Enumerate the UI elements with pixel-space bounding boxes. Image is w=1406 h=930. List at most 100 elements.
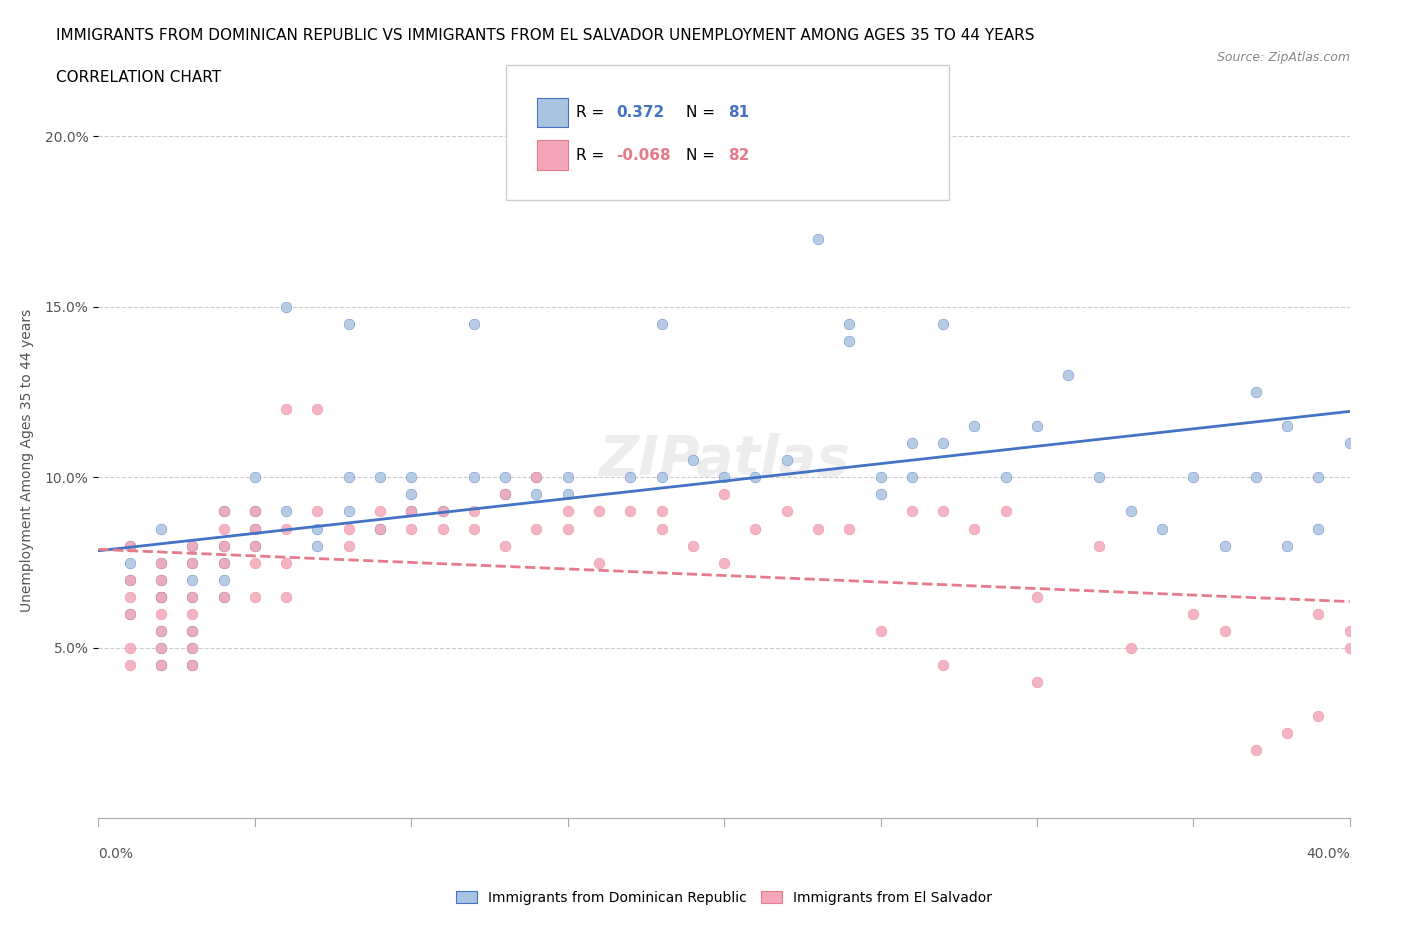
Point bbox=[181, 538, 204, 553]
Point bbox=[150, 623, 173, 638]
Point bbox=[932, 316, 955, 331]
Point bbox=[150, 641, 173, 656]
Point bbox=[212, 538, 235, 553]
Point bbox=[1244, 743, 1267, 758]
Point bbox=[150, 521, 173, 536]
Point bbox=[1152, 521, 1174, 536]
Point bbox=[432, 521, 454, 536]
Point bbox=[368, 470, 391, 485]
Point bbox=[1308, 470, 1330, 485]
Point bbox=[212, 555, 235, 570]
Point bbox=[1339, 623, 1361, 638]
Text: N =: N = bbox=[686, 105, 720, 120]
Point bbox=[494, 487, 516, 502]
Point bbox=[932, 504, 955, 519]
Point bbox=[181, 572, 204, 587]
Point bbox=[368, 521, 391, 536]
Point bbox=[432, 504, 454, 519]
Point bbox=[150, 623, 173, 638]
Point bbox=[401, 521, 423, 536]
Point bbox=[212, 521, 235, 536]
Y-axis label: Unemployment Among Ages 35 to 44 years: Unemployment Among Ages 35 to 44 years bbox=[20, 309, 34, 612]
Point bbox=[1119, 641, 1142, 656]
Point bbox=[150, 606, 173, 621]
Text: 81: 81 bbox=[728, 105, 749, 120]
Point bbox=[619, 470, 641, 485]
Text: CORRELATION CHART: CORRELATION CHART bbox=[56, 70, 221, 85]
Text: 0.372: 0.372 bbox=[616, 105, 664, 120]
Point bbox=[776, 453, 799, 468]
Point bbox=[776, 504, 799, 519]
Point bbox=[150, 572, 173, 587]
Point bbox=[212, 572, 235, 587]
Point bbox=[807, 232, 830, 246]
Point bbox=[212, 555, 235, 570]
Text: R =: R = bbox=[576, 148, 610, 163]
Point bbox=[432, 504, 454, 519]
Point bbox=[181, 606, 204, 621]
Point bbox=[243, 590, 266, 604]
Point bbox=[1213, 623, 1236, 638]
Point bbox=[307, 521, 329, 536]
Point bbox=[650, 470, 672, 485]
Point bbox=[744, 470, 766, 485]
Point bbox=[118, 538, 141, 553]
Point bbox=[807, 521, 830, 536]
Point bbox=[181, 623, 204, 638]
Point bbox=[588, 555, 610, 570]
Point bbox=[463, 470, 485, 485]
Point bbox=[181, 641, 204, 656]
Point bbox=[713, 470, 735, 485]
Point bbox=[619, 504, 641, 519]
Point bbox=[243, 504, 266, 519]
Point bbox=[212, 590, 235, 604]
Point bbox=[1308, 709, 1330, 724]
Point bbox=[494, 470, 516, 485]
Text: N =: N = bbox=[686, 148, 720, 163]
Point bbox=[869, 623, 891, 638]
Point bbox=[118, 572, 141, 587]
Point bbox=[118, 606, 141, 621]
Point bbox=[181, 623, 204, 638]
Point bbox=[900, 436, 922, 451]
Point bbox=[526, 521, 548, 536]
Point bbox=[1339, 436, 1361, 451]
Text: Source: ZipAtlas.com: Source: ZipAtlas.com bbox=[1216, 51, 1350, 64]
Point bbox=[401, 470, 423, 485]
Point bbox=[401, 504, 423, 519]
Point bbox=[1244, 385, 1267, 400]
Text: IMMIGRANTS FROM DOMINICAN REPUBLIC VS IMMIGRANTS FROM EL SALVADOR UNEMPLOYMENT A: IMMIGRANTS FROM DOMINICAN REPUBLIC VS IM… bbox=[56, 28, 1035, 43]
Point bbox=[401, 504, 423, 519]
Point bbox=[212, 590, 235, 604]
Text: 82: 82 bbox=[728, 148, 749, 163]
Point bbox=[307, 504, 329, 519]
Point bbox=[150, 658, 173, 672]
Point bbox=[713, 555, 735, 570]
Point bbox=[181, 590, 204, 604]
Point bbox=[212, 538, 235, 553]
Point bbox=[243, 555, 266, 570]
Point bbox=[650, 504, 672, 519]
Point bbox=[368, 504, 391, 519]
Point bbox=[526, 487, 548, 502]
Point bbox=[682, 453, 704, 468]
Point bbox=[1339, 641, 1361, 656]
Point bbox=[150, 572, 173, 587]
Point bbox=[118, 641, 141, 656]
Point bbox=[118, 658, 141, 672]
Point bbox=[274, 521, 298, 536]
Point bbox=[557, 487, 579, 502]
Point bbox=[932, 436, 955, 451]
Point bbox=[932, 658, 955, 672]
Point bbox=[274, 555, 298, 570]
Text: 0.0%: 0.0% bbox=[98, 847, 134, 861]
Point bbox=[150, 590, 173, 604]
Point bbox=[557, 470, 579, 485]
Text: -0.068: -0.068 bbox=[616, 148, 671, 163]
Point bbox=[838, 521, 860, 536]
Point bbox=[307, 402, 329, 417]
Point bbox=[1088, 470, 1111, 485]
Point bbox=[181, 641, 204, 656]
Point bbox=[1277, 418, 1299, 433]
Point bbox=[869, 487, 891, 502]
